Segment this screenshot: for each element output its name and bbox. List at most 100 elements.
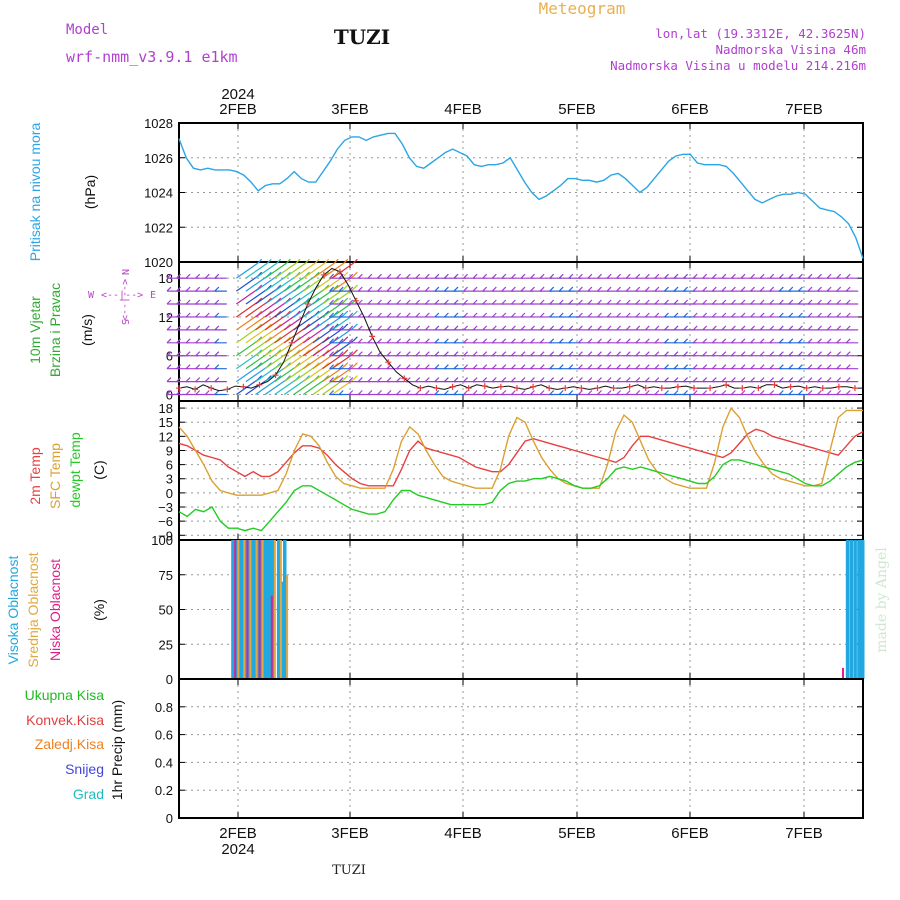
wind-barb-flag: [214, 299, 220, 305]
wind-barb-flag: [769, 364, 775, 370]
tick-label-y: 1020: [144, 255, 173, 270]
wind-barb-flag: [510, 377, 516, 383]
wind-barb-flag: [396, 312, 402, 318]
wind-barb-flag: [501, 351, 507, 357]
wind-barb-flag: [778, 351, 784, 357]
wind-barb-flag: [204, 273, 210, 279]
wind-barb-flag: [597, 273, 602, 279]
wind-barb-flag: [654, 364, 660, 370]
wind-barb-flag: [635, 286, 641, 292]
wind-barb-flag: [673, 351, 679, 357]
wind-unit: (m/s): [79, 314, 95, 346]
wind-barb-flag: [343, 362, 349, 368]
wind-barb-flag: [807, 364, 813, 370]
wind-barb: [283, 353, 306, 370]
wind-barb-flag: [491, 325, 497, 331]
wind-barb-flag: [711, 351, 717, 357]
wind-barb: [283, 275, 306, 292]
wind-barb-flag: [673, 312, 679, 318]
pressure-label: Pritisak na nivou mora: [27, 123, 43, 262]
wind-barb-flag: [654, 273, 660, 279]
tick-label-y: 6: [166, 458, 173, 473]
wind-barb-flag: [343, 258, 349, 264]
wind-barb-flag: [352, 375, 358, 381]
high-cloud-bar: [853, 540, 857, 679]
wind-barb-flag: [740, 325, 746, 331]
wind-barb-flag: [558, 390, 564, 395]
wind-barb-flag: [577, 325, 583, 331]
wind-barb-flag: [463, 312, 469, 318]
precip-legend-item: Konvek.Kisa: [26, 712, 104, 728]
wind-barb-flag: [185, 312, 191, 318]
wind-barb-flag: [185, 351, 191, 357]
meteogram-title: Meteogram: [539, 0, 626, 18]
wind-barb: [264, 353, 287, 370]
wind-barb-flag: [702, 325, 708, 331]
wind-barb-flag: [424, 286, 430, 292]
wind-barb-flag: [501, 299, 507, 305]
wind-barb-flag: [836, 273, 842, 279]
bottom-day-label: 6FEB: [671, 825, 709, 842]
wind-barb-flag: [424, 312, 430, 318]
wind-barb-flag: [673, 390, 679, 395]
wind-barb: [236, 301, 259, 318]
wind-barb-flag: [759, 286, 765, 292]
wind-speed-marker: [417, 385, 424, 392]
wind-barb-flag: [654, 325, 660, 331]
wind-barb-flag: [352, 323, 358, 329]
wind-barb-flag: [740, 286, 746, 292]
wind-speed-marker: [546, 385, 553, 392]
wind-barb-flag: [530, 312, 535, 318]
wind-barb-flag: [673, 325, 679, 331]
wind-barb-flag: [702, 273, 708, 279]
wind-barb-flag: [424, 390, 430, 395]
wind-barb-flag: [692, 312, 698, 318]
wind-barb: [274, 275, 297, 292]
wind-barb-flag: [357, 377, 363, 383]
wind-barb: [274, 262, 297, 279]
wind-barb-flag: [750, 312, 756, 318]
wind-barb: [236, 314, 259, 331]
wind-barb-flag: [673, 338, 679, 344]
wind-barb-flag: [759, 364, 765, 370]
wind-barb-flag: [367, 351, 373, 357]
wind-barb-flag: [510, 351, 516, 357]
wind-barb-flag: [568, 390, 574, 395]
wind-barb-flag: [759, 338, 765, 344]
wind-barb-flag: [721, 286, 727, 292]
wind-barb-flag: [463, 286, 469, 292]
wind-barb: [255, 262, 278, 279]
wind-barb-flag: [616, 325, 622, 331]
wind-speed-marker: [771, 381, 778, 388]
mid-cloud-bar: [237, 540, 240, 679]
wind-barb-flag: [778, 273, 784, 279]
wind-barb-flag: [568, 286, 574, 292]
wind-barb-flag: [549, 377, 555, 383]
wind-barb-flag: [434, 299, 440, 305]
wind-barb-flag: [214, 312, 220, 318]
top-day-label: 5FEB: [558, 101, 596, 118]
wind-barb: [255, 366, 278, 383]
wind-barb-flag: [817, 364, 822, 370]
wind-barb-flag: [539, 364, 545, 370]
wind-barb-flag: [472, 273, 478, 279]
wind-barb-flag: [740, 351, 746, 357]
dewpt-label: dewpt Temp: [67, 432, 83, 507]
wind-barb-flag: [635, 364, 641, 370]
wind-barb-flag: [788, 351, 794, 357]
wind-barb-flag: [314, 258, 320, 264]
wind-barb: [264, 262, 287, 279]
wind-barb-flag: [338, 338, 344, 344]
wind-barb-flag: [257, 258, 263, 264]
wind-barb-flag: [520, 299, 526, 305]
wind-barb-flag: [807, 351, 813, 357]
wind-barb: [303, 301, 326, 318]
wind-barb: [264, 314, 287, 331]
wind-barb-flag: [176, 312, 182, 318]
wind-barb-flag: [692, 299, 698, 305]
wind-barb-flag: [185, 273, 191, 279]
wind-barb-flag: [491, 364, 497, 370]
compass-we: <--|-->: [101, 290, 143, 301]
wind-barb: [245, 327, 268, 344]
